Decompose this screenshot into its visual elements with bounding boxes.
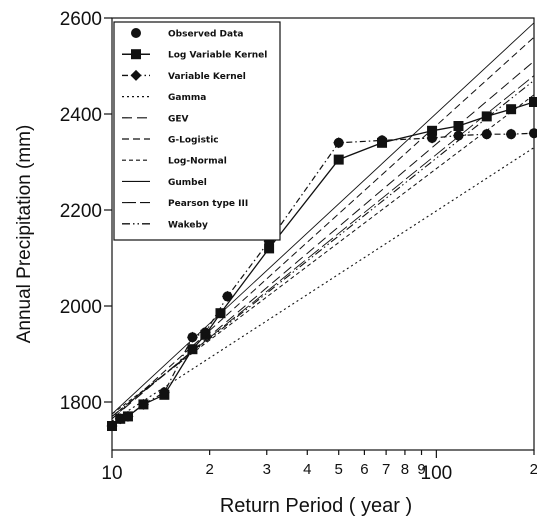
data-point-log-variable-kernel <box>481 111 492 122</box>
data-point-variable-kernel <box>158 386 170 398</box>
data-point-variable-kernel <box>528 127 537 139</box>
series-line-pearson-type-iii <box>112 75 534 417</box>
legend-swatch-marker <box>131 49 141 60</box>
y-tick-label: 2400 <box>60 105 102 126</box>
legend-item-gumbel: Gumbel <box>122 178 207 188</box>
data-point-variable-kernel <box>333 137 345 149</box>
series-lines-layer <box>112 22 534 427</box>
data-point-log-variable-kernel <box>506 104 517 115</box>
data-point-variable-kernel <box>426 132 438 144</box>
legend-item-observed-data: Observed Data <box>131 28 243 40</box>
legend-swatch-marker <box>130 69 142 81</box>
series-markers-layer <box>106 97 537 432</box>
data-point-variable-kernel <box>186 331 198 343</box>
series-line-variable-kernel <box>112 132 534 427</box>
y-axis: 1800 2000 2200 2400 2600 <box>60 9 112 414</box>
data-point-log-variable-kernel <box>333 154 344 165</box>
legend-label: Observed Data <box>168 30 243 40</box>
legend: Observed Data Log Variable Kernel Variable… <box>113 21 281 241</box>
y-tick-label: 2600 <box>60 9 102 30</box>
legend-label: G-Logistic <box>168 136 219 146</box>
legend-label: Gumbel <box>168 178 207 188</box>
x-tick-label: 8 <box>401 461 409 478</box>
x-tick-label: 2 <box>530 461 537 478</box>
legend-item-log-normal: Log-Normal <box>122 157 227 167</box>
data-point-log-variable-kernel <box>529 97 537 107</box>
plot-frame <box>111 17 535 451</box>
legend-item-pearson-type-iii: Pearson type III <box>122 199 248 209</box>
x-axis-label: Return Period ( year ) <box>220 495 412 517</box>
x-tick-label: 3 <box>263 461 271 478</box>
legend-item-wakeby: Wakeby <box>122 220 208 230</box>
x-tick-label: 100 <box>421 463 453 484</box>
legend-item-log-variable-kernel: Log Variable Kernel <box>122 49 267 61</box>
x-tick-label: 4 <box>303 461 311 478</box>
x-tick-label: 7 <box>382 461 390 478</box>
legend-swatch-marker <box>131 28 141 38</box>
series-line-gumbel <box>112 22 534 415</box>
x-tick-label: 2 <box>205 461 213 478</box>
data-point-variable-kernel <box>481 128 493 140</box>
legend-label: Log Variable Kernel <box>168 51 267 61</box>
legend-item-gev: GEV <box>122 114 189 124</box>
data-point-variable-kernel <box>221 290 233 302</box>
data-point-log-variable-kernel <box>453 121 464 131</box>
legend-label: Log-Normal <box>168 157 227 167</box>
y-tick-label: 2200 <box>60 201 102 222</box>
data-point-variable-kernel <box>122 410 134 422</box>
x-tick-label: 6 <box>360 461 368 478</box>
data-point-variable-kernel <box>199 326 211 338</box>
x-tick-label: 5 <box>335 461 343 478</box>
data-point-log-variable-kernel <box>187 344 198 355</box>
data-point-variable-kernel <box>106 420 118 432</box>
legend-item-gamma: Gamma <box>122 93 206 103</box>
legend-item-variable-kernel: Variable Kernel <box>122 69 246 82</box>
legend-label: GEV <box>168 114 189 124</box>
x-tick-label: 9 <box>417 461 425 478</box>
data-point-log-variable-kernel <box>427 125 438 136</box>
data-point-variable-kernel <box>137 398 149 410</box>
data-point-log-variable-kernel <box>215 308 226 319</box>
x-tick-label: 10 <box>101 463 122 484</box>
legend-label: Wakeby <box>168 220 208 230</box>
legend-label: Pearson type III <box>168 199 248 209</box>
data-point-variable-kernel <box>505 128 517 140</box>
data-point-variable-kernel <box>376 134 388 146</box>
legend-box <box>113 21 281 241</box>
series-line-g-logistic <box>112 36 534 420</box>
y-axis-label: Annual Precipitation (mm) <box>14 125 35 344</box>
series-line-gamma <box>112 147 534 422</box>
legend-label: Gamma <box>168 93 206 103</box>
data-point-log-variable-kernel <box>264 243 275 254</box>
legend-label: Variable Kernel <box>168 72 246 82</box>
y-tick-label: 1800 <box>60 393 102 414</box>
legend-item-g-logistic: G-Logistic <box>122 136 219 146</box>
y-tick-label: 2000 <box>60 297 102 318</box>
data-point-variable-kernel <box>452 130 464 142</box>
